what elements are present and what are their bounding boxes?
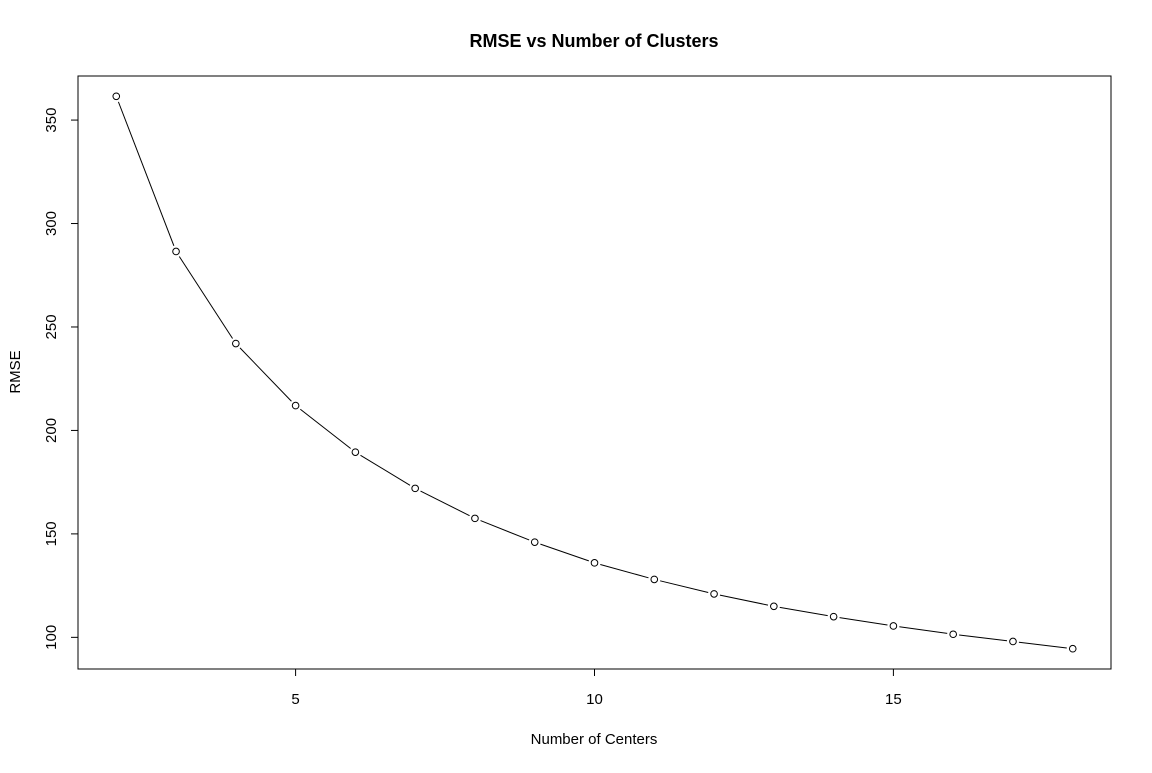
series-line-segment — [600, 563, 649, 579]
x-tick-label: 5 — [291, 691, 299, 708]
y-axis-label: RMSE — [7, 350, 24, 393]
series-line-segment — [540, 543, 589, 562]
y-tick-label: 200 — [43, 418, 60, 443]
series-line-segment — [659, 580, 709, 593]
data-point — [889, 622, 898, 630]
x-axis: 5 10 15 — [291, 669, 902, 708]
series-line-segment — [300, 408, 351, 449]
series-line-segment — [360, 454, 411, 486]
y-tick-label: 150 — [43, 521, 60, 546]
y-axis: 100 150 200 250 300 350 — [43, 108, 78, 650]
data-point — [710, 590, 718, 598]
series-line-segment — [899, 626, 948, 634]
chart-title: RMSE vs Number of Clusters — [469, 31, 718, 51]
data-point — [112, 92, 121, 101]
data-point — [232, 339, 240, 348]
data-point — [530, 538, 539, 546]
series-line-segment — [420, 490, 470, 517]
series-line-segment — [719, 594, 769, 606]
series-line-segment — [959, 634, 1008, 642]
y-tick-label: 350 — [43, 108, 60, 133]
series-line-segment — [239, 347, 292, 402]
data-point — [351, 448, 360, 456]
data-point — [770, 602, 778, 611]
data-point — [1068, 644, 1077, 653]
data-point — [650, 575, 659, 584]
x-tick-label: 15 — [885, 691, 902, 708]
y-tick-label: 300 — [43, 211, 60, 236]
plot-frame — [77, 75, 1112, 670]
data-point — [471, 514, 479, 523]
data-point — [411, 484, 419, 493]
series-line-segment — [1018, 641, 1067, 649]
x-tick-label: 10 — [586, 691, 603, 708]
series-line-segment — [839, 617, 888, 626]
series-line-segment — [178, 256, 233, 339]
x-axis-label: Number of Centers — [531, 731, 658, 748]
data-point — [172, 247, 180, 256]
data-point — [829, 612, 838, 621]
series-line-segment — [117, 101, 175, 247]
data-point — [590, 559, 599, 567]
y-tick-label: 100 — [43, 625, 60, 650]
y-tick-label: 250 — [43, 314, 60, 339]
series-line-segment — [480, 520, 530, 541]
data-point — [949, 630, 957, 639]
series-line-segment — [779, 606, 828, 617]
series-layer — [112, 92, 1077, 653]
data-point — [291, 401, 300, 410]
data-point — [1009, 637, 1017, 646]
